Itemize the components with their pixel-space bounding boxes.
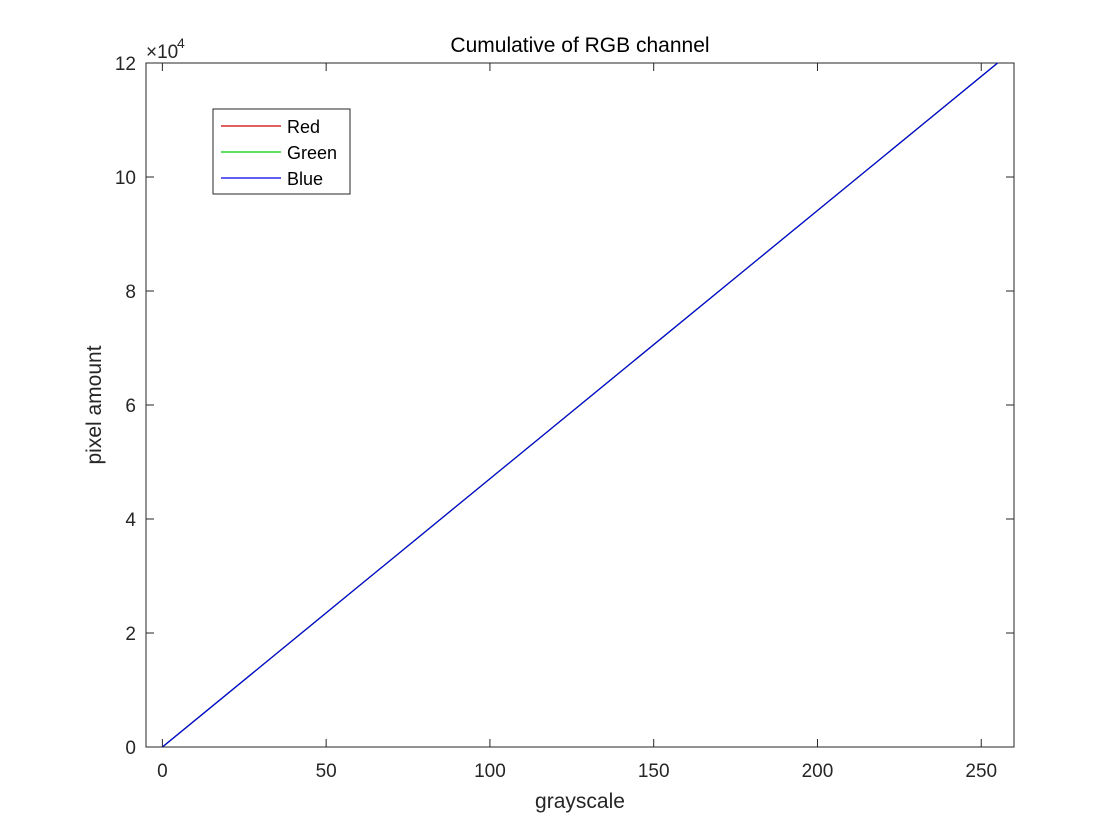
legend: Red Green Blue (212, 108, 351, 195)
y-exponent: ×10 4 (146, 35, 185, 63)
x-tick-label: 200 (802, 761, 834, 782)
x-tick-label: 50 (316, 761, 337, 782)
ticks-layer: 0 50 100 150 200 250 0 2 4 6 8 10 12 (115, 54, 1014, 782)
y-exponent-power: 4 (177, 35, 185, 51)
y-tick-label: 6 (125, 396, 136, 417)
y-tick-label: 10 (115, 168, 136, 189)
x-tick-label: 250 (965, 761, 997, 782)
y-tick-label: 8 (125, 282, 136, 303)
x-tick-label: 0 (157, 761, 168, 782)
x-tick-label: 150 (638, 761, 670, 782)
legend-label-red: Red (287, 117, 320, 137)
y-axis-label: pixel amount (83, 345, 106, 464)
y-exponent-base: ×10 (146, 42, 178, 63)
x-axis-label: grayscale (535, 790, 625, 813)
legend-label-green: Green (287, 143, 337, 163)
y-tick-label: 12 (115, 54, 136, 75)
y-tick-label: 0 (125, 738, 136, 759)
series-layer (162, 62, 998, 748)
series-line-blue (162, 62, 998, 748)
chart-title: Cumulative of RGB channel (450, 34, 709, 57)
y-tick-label: 2 (125, 624, 136, 645)
y-tick-label: 4 (125, 510, 136, 531)
legend-label-blue: Blue (287, 169, 323, 189)
x-tick-label: 100 (474, 761, 506, 782)
